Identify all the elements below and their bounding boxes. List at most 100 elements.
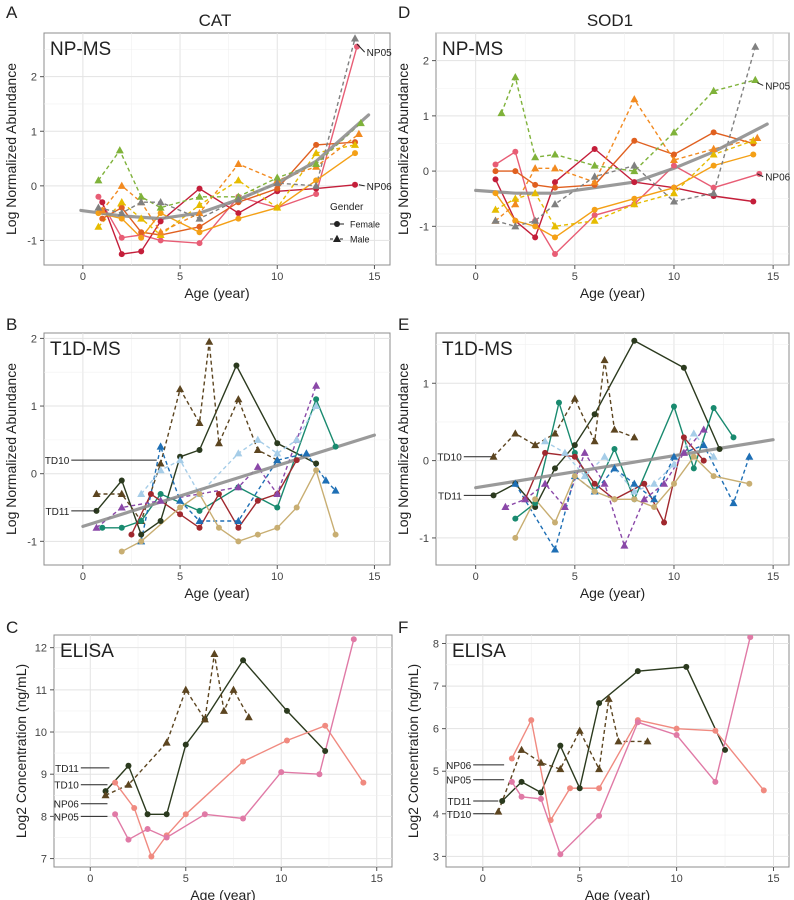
series-2-point: [244, 713, 253, 721]
series-4-point: [293, 457, 300, 464]
series-6-point: [302, 449, 311, 457]
series-2-point: [590, 437, 599, 445]
series-8-point: [351, 34, 360, 42]
series-3-point: [492, 168, 499, 175]
series-1-point: [710, 184, 717, 191]
series-2-point: [536, 758, 545, 766]
series-6-point: [630, 479, 639, 487]
panel-letter-f: F: [398, 618, 408, 637]
series-4-point: [551, 234, 558, 241]
panel-title: T1D-MS: [50, 339, 121, 360]
series-1-point: [670, 162, 677, 169]
plot-content: [474, 42, 769, 257]
x-tick-label: 5: [577, 873, 583, 885]
series-8-point: [670, 480, 677, 487]
x-tick-label: 5: [572, 571, 578, 583]
series-3-point: [240, 758, 247, 765]
series-6-point: [234, 516, 243, 525]
series-2-point: [162, 738, 171, 746]
y-tick-label: 2: [423, 56, 429, 68]
series-7-point: [273, 449, 282, 457]
series-4-point: [352, 150, 359, 157]
x-tick-label: 15: [368, 571, 380, 583]
series-1-point: [551, 250, 558, 257]
series-3-point: [332, 443, 339, 450]
x-axis-label: Age (year): [585, 887, 650, 900]
series-4-point: [537, 795, 544, 802]
x-tick-label: 10: [668, 571, 680, 583]
panel-letter-e: E: [398, 315, 409, 334]
x-tick-label: 15: [368, 271, 380, 283]
y-tick-label: 1: [31, 126, 37, 138]
series-5-point: [600, 479, 609, 487]
x-tick-label: 0: [80, 571, 86, 583]
series-4-point: [557, 851, 564, 858]
series-2-point: [99, 199, 106, 206]
x-axis-label: Age (year): [580, 585, 645, 601]
y-tick-label: 9: [41, 769, 47, 781]
series-2-point: [492, 176, 499, 183]
callout-label: TD11: [46, 507, 70, 518]
series-7-point: [312, 401, 321, 410]
series-5-point: [709, 150, 718, 158]
series-4-point: [670, 184, 677, 191]
series-1-point: [313, 191, 320, 198]
series-7-point: [356, 118, 365, 127]
series-6-point: [331, 486, 340, 494]
series-3-point: [730, 434, 737, 441]
series-4-point: [350, 636, 357, 643]
series-5-point: [94, 222, 103, 230]
series-6-point: [709, 144, 718, 152]
panel-letter-d: D: [398, 3, 410, 22]
y-tick-label: 5: [433, 766, 439, 778]
series-2-point: [570, 394, 579, 402]
y-tick-label: 10: [35, 727, 47, 739]
series-4-point: [112, 811, 119, 818]
series-7-point: [497, 108, 506, 117]
series-2-point: [118, 251, 125, 258]
series-5-point: [351, 140, 360, 148]
series-2-point: [750, 198, 757, 205]
series-5-point: [560, 502, 569, 510]
series-7-point: [312, 159, 321, 168]
series-8-point: [273, 178, 282, 187]
series-6-point: [117, 181, 126, 189]
series-6-point: [354, 129, 363, 137]
series-8-point: [751, 42, 760, 50]
series-3-point: [118, 204, 125, 211]
series-8-point: [590, 172, 599, 180]
series-2-point: [494, 807, 503, 815]
series-8-point: [117, 208, 126, 217]
series-2-point: [138, 248, 145, 255]
series-2-point: [511, 429, 520, 437]
series-4-point: [512, 217, 519, 224]
series-2-point: [181, 685, 190, 693]
y-tick-label: 1: [423, 111, 429, 123]
series-5-point: [590, 216, 599, 224]
series-8-point: [177, 504, 184, 511]
series-1-point: [233, 362, 240, 369]
panel-a: 0 5 10 15 -1 0 1 2 Age (year) Log Normalized Abun…: [3, 32, 392, 301]
series-3-point: [596, 785, 603, 792]
series-6-point: [531, 164, 540, 172]
series-3-point: [99, 215, 106, 222]
series-7-point: [234, 449, 243, 457]
series-3-point: [322, 722, 329, 729]
series-2-point: [600, 355, 609, 364]
series-8-line: [514, 455, 750, 539]
series-1-point: [196, 447, 203, 454]
series-8-point: [138, 538, 145, 545]
series-7-point: [580, 471, 589, 480]
series-2-point: [157, 218, 164, 225]
series-8-point: [234, 195, 243, 203]
series-7-point: [541, 437, 550, 445]
series-5-point: [117, 503, 126, 511]
series-8-point: [254, 531, 261, 538]
plot-area: [435, 32, 790, 266]
series-8-point: [631, 496, 638, 503]
series-7-point: [751, 75, 760, 83]
x-axis-label: Age (year): [190, 887, 255, 900]
callout-label: NP05: [367, 48, 392, 59]
y-axis-label: Log Normalized Abundance: [395, 63, 411, 235]
series-1-point: [591, 212, 598, 219]
